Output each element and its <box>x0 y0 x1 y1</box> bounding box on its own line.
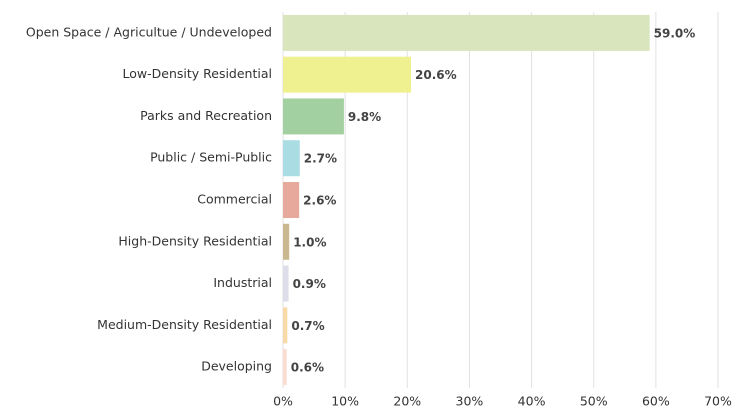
bar <box>283 140 300 177</box>
x-tick-label: 50% <box>580 394 608 409</box>
bar <box>283 349 287 386</box>
bar <box>283 98 344 135</box>
y-tick-label: High-Density Residential <box>118 233 272 248</box>
bar <box>283 265 289 302</box>
x-tick-label: 30% <box>456 394 484 409</box>
value-label: 1.0% <box>293 235 326 249</box>
bar <box>283 223 290 260</box>
x-tick-label: 0% <box>273 394 293 409</box>
y-tick-label: Industrial <box>213 275 272 290</box>
value-label: 9.8% <box>348 110 381 124</box>
y-tick-label: Open Space / Agricultue / Undeveloped <box>26 24 272 39</box>
x-tick-label: 70% <box>704 394 732 409</box>
value-label: 2.7% <box>304 152 337 166</box>
value-label: 0.9% <box>293 277 326 291</box>
x-tick-label: 10% <box>331 394 359 409</box>
value-label: 2.6% <box>303 194 336 208</box>
value-label: 0.7% <box>291 319 324 333</box>
bar <box>283 56 412 93</box>
bar <box>283 182 300 218</box>
x-tick-label: 40% <box>518 394 546 409</box>
y-tick-label: Commercial <box>197 192 272 207</box>
y-tick-label: Developing <box>201 359 272 374</box>
bar <box>283 307 288 344</box>
y-tick-label: Parks and Recreation <box>140 108 272 123</box>
x-tick-label: 60% <box>642 394 670 409</box>
value-label: 59.0% <box>654 26 696 40</box>
y-tick-label: Public / Semi-Public <box>150 150 272 165</box>
y-tick-label: Medium-Density Residential <box>97 317 272 332</box>
value-label: 20.6% <box>415 68 457 82</box>
bar <box>283 14 650 51</box>
x-tick-label: 20% <box>393 394 421 409</box>
y-tick-label: Low-Density Residential <box>123 66 272 81</box>
value-label: 0.6% <box>291 361 324 375</box>
